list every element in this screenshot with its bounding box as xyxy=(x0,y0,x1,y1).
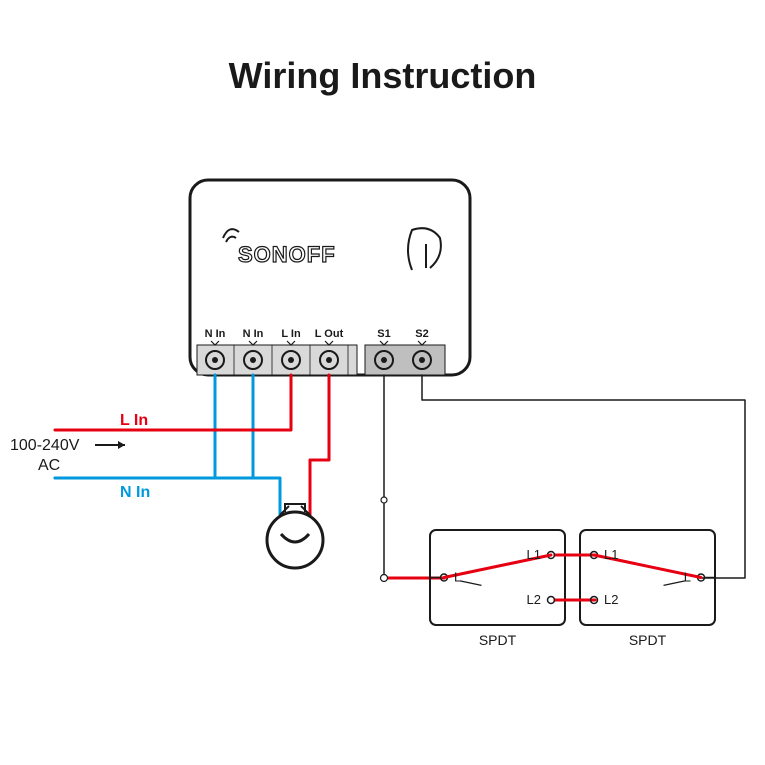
svg-text:L1: L1 xyxy=(527,547,541,562)
spdt-switch-2: L L1 L2 SPDT xyxy=(570,530,715,648)
live-in-label: L In xyxy=(120,412,148,429)
spdt-switch-1: L L1 L2 SPDT xyxy=(430,530,575,648)
svg-text:L: L xyxy=(684,570,691,585)
terminal-label: S2 xyxy=(415,328,428,340)
svg-text:SONOFF: SONOFF xyxy=(238,242,336,267)
arrow-icon xyxy=(95,441,125,449)
wire-neutral-to-lamp xyxy=(253,478,280,515)
terminal-label: N In xyxy=(205,328,226,340)
wiring-diagram: SONOFF N InN InL InL OutS1S2 LL1L2SPDTLL… xyxy=(0,0,765,765)
neutral-in-label: N In xyxy=(120,484,150,501)
svg-text:L2: L2 xyxy=(527,592,541,607)
wire-s2 xyxy=(422,375,745,578)
lamp-icon xyxy=(267,504,323,568)
spdt-label: SPDT xyxy=(479,632,517,648)
source-ac-label: AC xyxy=(38,457,60,474)
terminal-strip-power xyxy=(197,345,357,375)
terminal-label: L In xyxy=(281,328,301,340)
source-voltage-label: 100-240V xyxy=(10,437,80,454)
wire-live-in xyxy=(55,375,291,430)
terminal-label: N In xyxy=(243,328,264,340)
brand-logo: SONOFF xyxy=(223,229,336,267)
terminal-label: S1 xyxy=(377,328,390,340)
spdt-label: SPDT xyxy=(629,632,667,648)
antenna-icon xyxy=(408,228,441,270)
svg-text:L: L xyxy=(454,570,461,585)
wire-s1 xyxy=(384,375,444,578)
terminal-strip-signal xyxy=(365,345,445,375)
terminal-label: L Out xyxy=(315,328,344,340)
svg-text:L1: L1 xyxy=(604,547,618,562)
wire-live-out xyxy=(310,375,329,515)
svg-text:L2: L2 xyxy=(604,592,618,607)
wire-neutral-in-b xyxy=(55,375,253,478)
